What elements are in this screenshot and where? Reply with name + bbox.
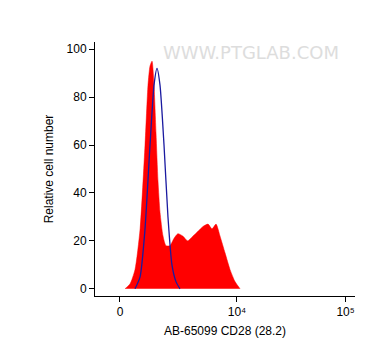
svg-text:0: 0	[80, 282, 87, 296]
svg-text:20: 20	[73, 234, 87, 248]
svg-text:40: 40	[73, 186, 87, 200]
svg-text:60: 60	[73, 138, 87, 152]
svg-text:10⁴: 10⁴	[228, 305, 247, 319]
svg-text:80: 80	[73, 90, 87, 104]
svg-text:WWW.PTGLAB.COM: WWW.PTGLAB.COM	[163, 42, 339, 63]
svg-text:AB-65099 CD28 (28.2): AB-65099 CD28 (28.2)	[164, 324, 286, 338]
svg-text:Relative cell number: Relative cell number	[42, 115, 56, 224]
svg-text:100: 100	[67, 42, 87, 56]
svg-text:10⁵: 10⁵	[336, 305, 354, 319]
svg-text:0: 0	[117, 305, 124, 319]
